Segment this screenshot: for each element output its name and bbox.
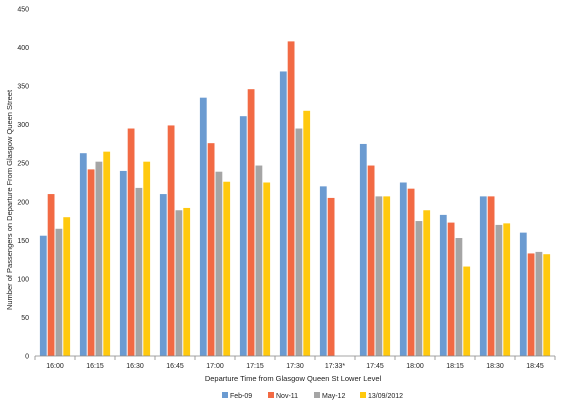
x-tick-label: 18:15 — [446, 363, 464, 370]
bar — [287, 41, 295, 357]
bar — [167, 125, 175, 356]
bar — [415, 221, 423, 356]
bar — [247, 89, 255, 356]
bar — [375, 196, 383, 356]
x-axis-ticks: 16:00 16:15 16:30 16:45 17:00 17:15 17:30 17:33… — [34, 356, 556, 370]
bar — [447, 222, 455, 356]
legend-label: May-12 — [322, 393, 345, 400]
bar — [279, 71, 287, 357]
y-tick-label: 250 — [17, 161, 29, 168]
y-tick-label: 350 — [17, 84, 29, 91]
y-tick-label: 200 — [17, 199, 29, 206]
y-tick-label: 150 — [17, 238, 29, 245]
x-tick-label: 17:00 — [206, 363, 224, 370]
bar — [399, 182, 407, 356]
bar — [455, 238, 463, 356]
x-tick-label: 17:15 — [246, 363, 264, 370]
bars — [39, 41, 551, 357]
bar — [47, 194, 55, 356]
bar — [527, 253, 535, 356]
bar — [503, 223, 511, 356]
bar — [207, 143, 215, 356]
legend: Feb-09 Nov-11 May-12 13/09/2012 — [222, 392, 403, 400]
y-tick-label: 50 — [21, 315, 29, 322]
bar — [263, 182, 271, 356]
x-tick-label: 18:30 — [486, 363, 504, 370]
y-tick-label: 400 — [17, 45, 29, 52]
x-tick-label: 18:45 — [526, 363, 544, 370]
y-tick-label: 0 — [25, 354, 29, 361]
legend-swatch — [314, 392, 320, 398]
bar — [127, 128, 135, 356]
bar — [175, 210, 183, 356]
bar — [159, 194, 167, 356]
bar — [423, 210, 431, 356]
bar — [239, 116, 247, 356]
legend-swatch — [222, 392, 228, 398]
legend-label: Nov-11 — [276, 393, 298, 400]
bar — [143, 161, 151, 356]
y-axis-ticks: 0 50 100 150 200 250 300 350 400 450 — [17, 7, 29, 361]
bar — [327, 197, 335, 356]
bar — [303, 110, 311, 356]
bar — [295, 128, 303, 356]
bar — [95, 161, 103, 356]
y-axis-title: Number of Passengers on Departure From G… — [5, 89, 14, 310]
y-tick-label: 450 — [17, 7, 29, 14]
bar — [87, 169, 95, 356]
x-tick-label: 16:30 — [126, 363, 144, 370]
bar — [463, 266, 471, 356]
bar — [183, 207, 191, 356]
bar — [487, 196, 495, 356]
x-tick-label: 17:45 — [366, 363, 384, 370]
x-tick-label: 17:30 — [286, 363, 304, 370]
bar — [407, 188, 415, 356]
bar — [79, 153, 87, 356]
bar — [135, 187, 143, 356]
bar — [319, 186, 327, 356]
bar — [55, 228, 63, 356]
y-tick-label: 300 — [17, 122, 29, 129]
bar — [255, 165, 263, 356]
bar — [479, 196, 487, 356]
bar — [199, 97, 207, 356]
bar — [63, 217, 71, 356]
bar — [103, 151, 111, 356]
legend-swatch — [268, 392, 274, 398]
bar — [223, 181, 231, 356]
x-tick-label: 16:45 — [166, 363, 184, 370]
bar — [383, 196, 391, 356]
bar — [215, 171, 223, 356]
x-tick-label: 16:15 — [86, 363, 104, 370]
bar — [359, 143, 367, 356]
bar — [543, 254, 551, 356]
bar — [519, 232, 527, 356]
x-tick-label: 17:33* — [325, 363, 346, 370]
y-tick-label: 100 — [17, 276, 29, 283]
bar — [535, 251, 543, 356]
bar — [367, 165, 375, 356]
x-tick-label: 18:00 — [406, 363, 424, 370]
bar — [439, 214, 447, 356]
legend-label: 13/09/2012 — [368, 393, 403, 400]
x-axis-title: Departure Time from Glasgow Queen St Low… — [205, 374, 382, 383]
legend-label: Feb-09 — [230, 393, 252, 400]
legend-swatch — [360, 392, 366, 398]
x-tick-label: 16:00 — [46, 363, 64, 370]
bar — [119, 170, 127, 356]
bar — [39, 235, 47, 356]
bar — [495, 224, 503, 356]
